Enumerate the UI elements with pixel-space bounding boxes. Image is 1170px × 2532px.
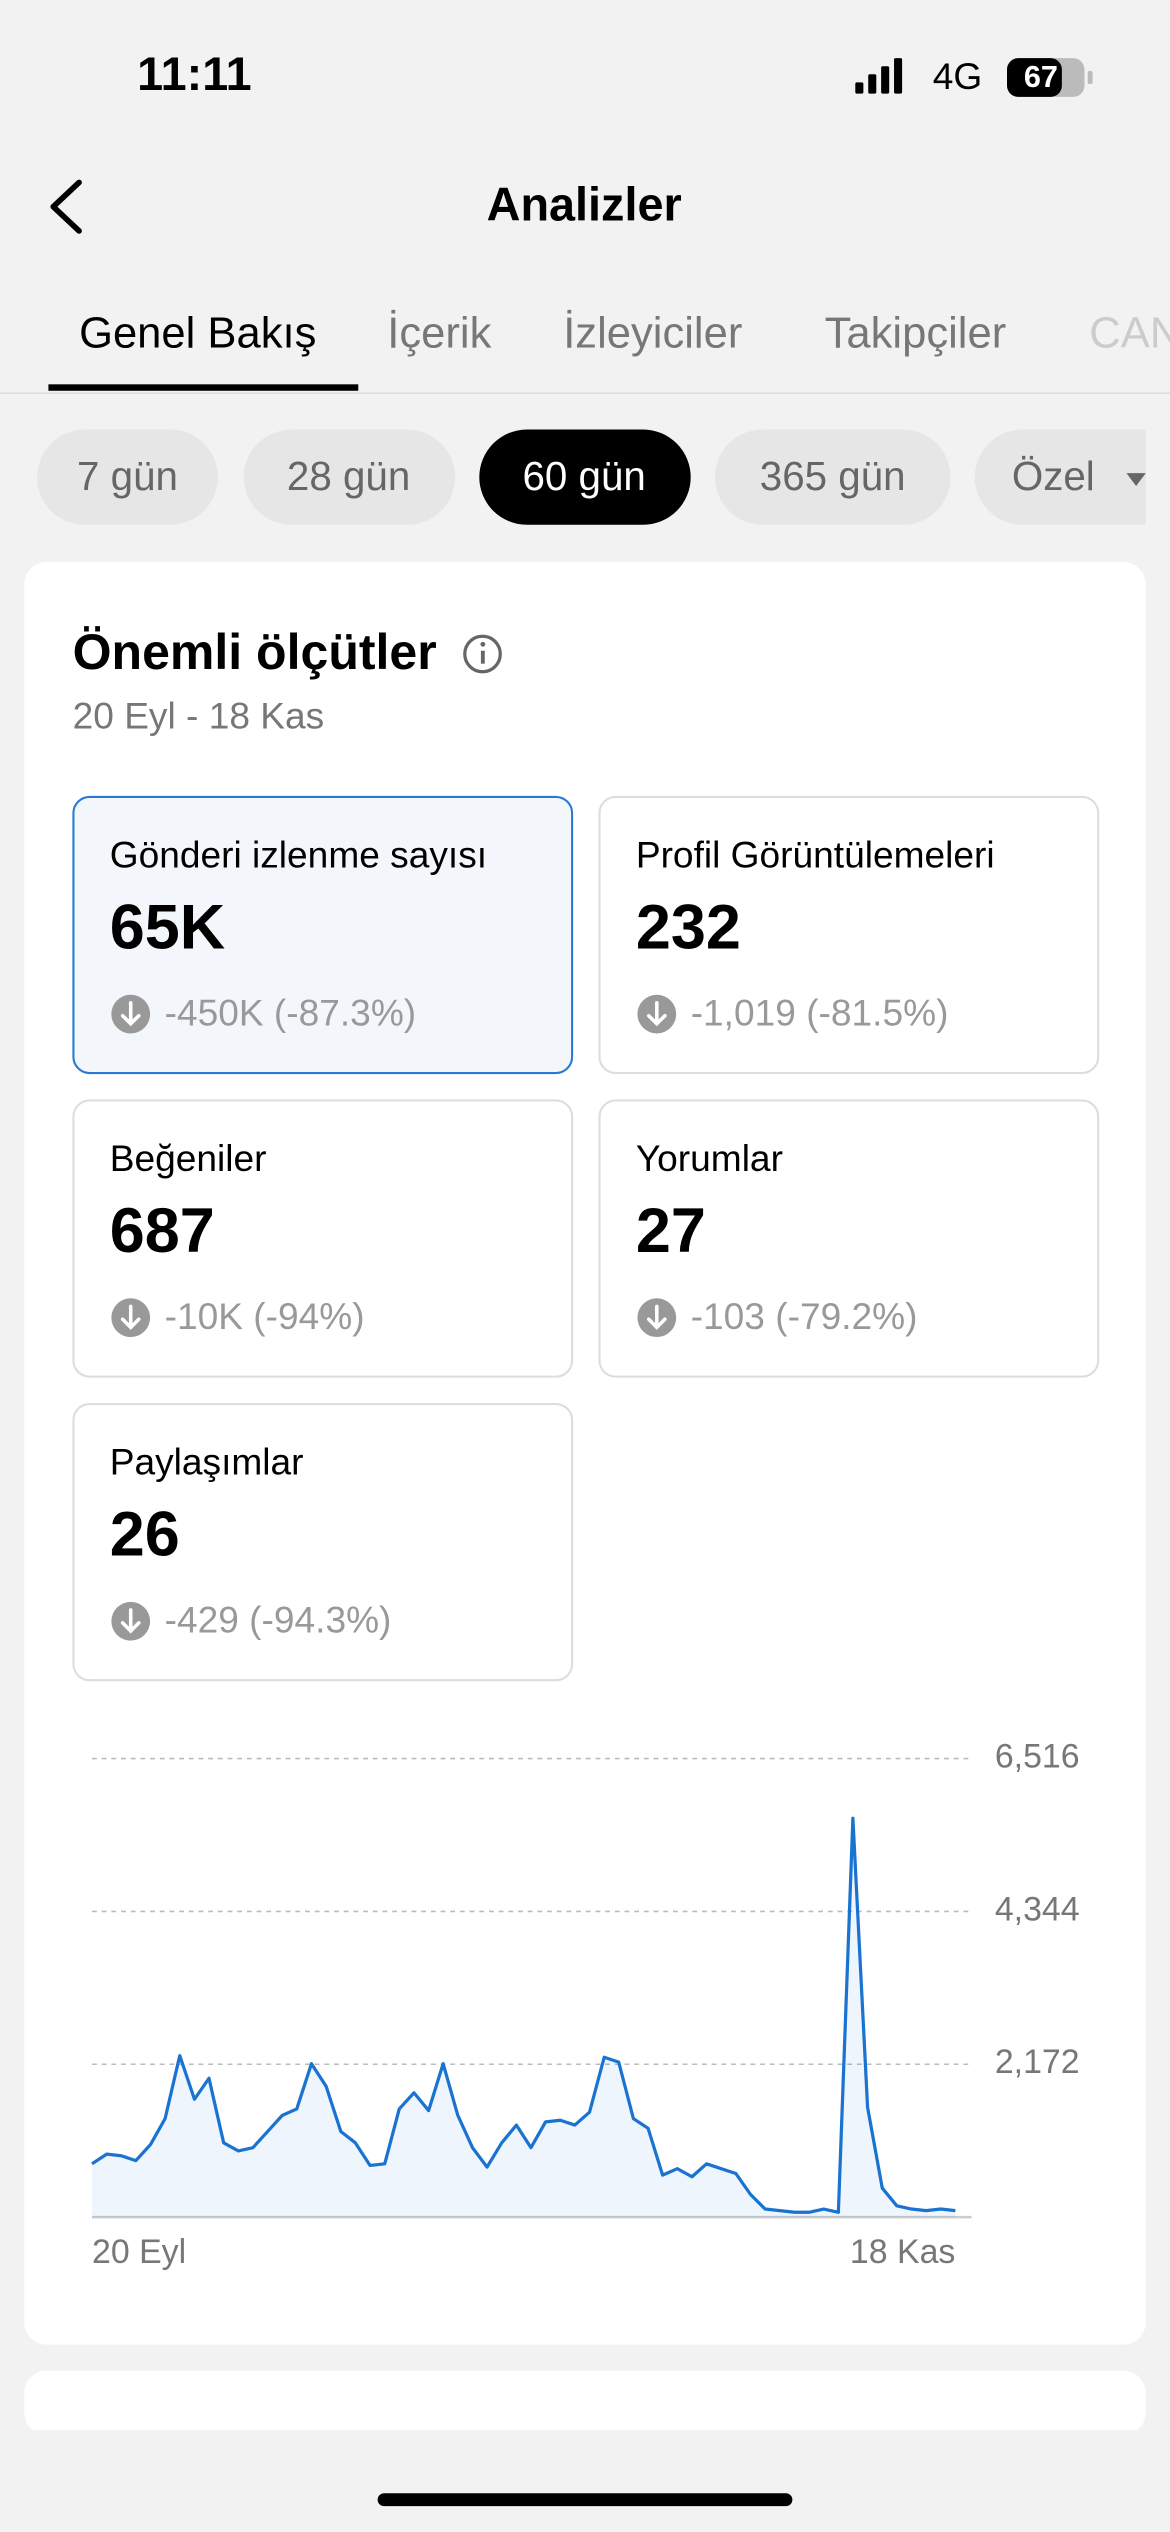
tab[interactable]: İçerik: [387, 308, 491, 357]
next-card: [24, 2370, 1146, 2436]
tab[interactable]: Genel Bakış: [79, 309, 316, 357]
metric-value: 26: [110, 1500, 180, 1570]
y-tick-label: 4,344: [995, 1890, 1080, 1928]
down-arrow: [646, 1001, 667, 1027]
battery-icon: [1007, 58, 1093, 97]
network-label: 4G: [933, 55, 983, 97]
metric-value: 687: [110, 1196, 215, 1266]
metric-change: -1,019 (-81.5%): [691, 992, 949, 1034]
chip-label: 28 gün: [287, 453, 410, 499]
tab-underline: [48, 384, 359, 391]
dropdown-arrow: [1126, 473, 1146, 487]
x-tick-label: 20 Eyl: [92, 2233, 186, 2271]
chip-label: Özel: [1012, 453, 1095, 499]
down-arrow: [120, 1304, 141, 1330]
line-area: [91, 1818, 956, 2218]
tab[interactable]: CAN: [1089, 309, 1170, 357]
metric-change: -103 (-79.2%): [691, 1295, 918, 1337]
down-arrow: [120, 1001, 141, 1027]
x-tick-label: 18 Kas: [850, 2233, 955, 2271]
info-icon[interactable]: [463, 634, 502, 674]
metric-label: Beğeniler: [110, 1137, 267, 1179]
metric-value: 65K: [110, 892, 225, 962]
metric-value: 27: [636, 1196, 706, 1266]
tab[interactable]: İzleyiciler: [563, 308, 742, 357]
chip[interactable]: [243, 429, 456, 525]
down-arrow: [120, 1608, 141, 1634]
metric-value: 232: [636, 892, 741, 962]
down-arrow: [646, 1304, 667, 1330]
chip[interactable]: [714, 429, 951, 525]
section-date-range: 20 Eyl - 18 Kas: [73, 694, 325, 736]
back-button[interactable]: [50, 179, 82, 234]
metric-card[interactable]: [72, 795, 574, 1075]
metric-change: -429 (-94.3%): [165, 1599, 392, 1641]
metric-label: Profil Görüntülemeleri: [636, 833, 995, 875]
metric-change: -10K (-94%): [165, 1295, 365, 1337]
y-tick-label: 6,516: [995, 1737, 1080, 1775]
chip[interactable]: [974, 429, 1170, 525]
bottom-area: [0, 2430, 1170, 2532]
signal-icon: [855, 58, 903, 94]
tab[interactable]: Takipçiler: [825, 309, 1007, 357]
metric-label: Yorumlar: [636, 1137, 783, 1179]
line: [91, 1816, 956, 2214]
chip[interactable]: [37, 429, 218, 525]
chip-label: 60 gün: [523, 453, 646, 499]
metric-card[interactable]: [598, 1099, 1100, 1378]
metric-label: Gönderi izlenme sayısı: [110, 833, 487, 875]
metric-card[interactable]: [72, 1403, 574, 1682]
chip-label: 365 gün: [760, 453, 906, 499]
page-title: Analizler: [487, 179, 682, 231]
metric-change: -450K (-87.3%): [165, 992, 417, 1034]
metric-card[interactable]: [72, 1099, 574, 1378]
home-indicator: [377, 2493, 793, 2507]
status-time: 11:11: [137, 48, 251, 100]
chip-label: 7 gün: [77, 453, 178, 499]
section-title: Önemli ölçütler: [73, 624, 437, 680]
y-tick-label: 2,172: [995, 2043, 1080, 2081]
battery-level: 67: [1024, 60, 1058, 94]
metric-card[interactable]: [598, 795, 1100, 1075]
metric-label: Paylaşımlar: [110, 1440, 304, 1482]
divider: [0, 392, 1170, 395]
chip-selected[interactable]: [479, 429, 691, 525]
